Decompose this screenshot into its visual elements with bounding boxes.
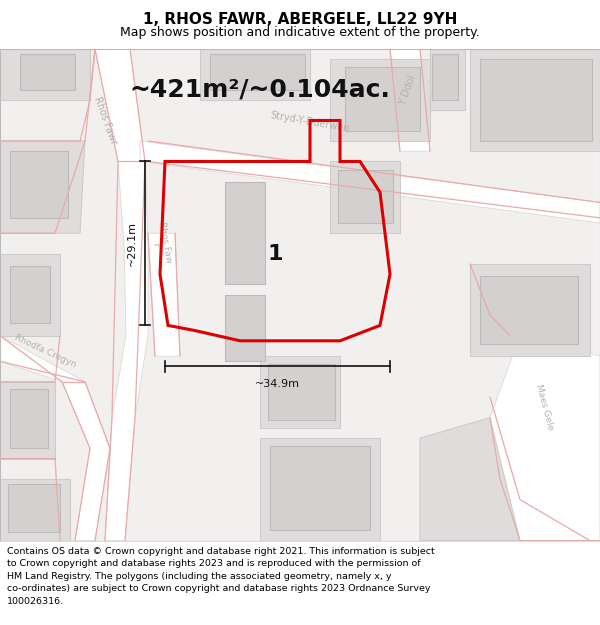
Polygon shape — [420, 418, 520, 541]
Polygon shape — [480, 276, 578, 344]
Text: 1: 1 — [267, 244, 283, 264]
Polygon shape — [0, 336, 110, 541]
Text: ~421m²/~0.104ac.: ~421m²/~0.104ac. — [130, 78, 391, 102]
Polygon shape — [345, 68, 420, 131]
Polygon shape — [330, 161, 400, 233]
Polygon shape — [260, 438, 380, 541]
Polygon shape — [0, 141, 85, 233]
Polygon shape — [140, 141, 600, 223]
Polygon shape — [470, 49, 600, 151]
Polygon shape — [432, 54, 458, 100]
Polygon shape — [20, 54, 75, 90]
Text: Map shows position and indicative extent of the property.: Map shows position and indicative extent… — [120, 26, 480, 39]
Text: Y Ddol: Y Ddol — [398, 73, 418, 106]
Text: Contains OS data © Crown copyright and database right 2021. This information is : Contains OS data © Crown copyright and d… — [7, 546, 435, 606]
Polygon shape — [0, 49, 90, 100]
Polygon shape — [0, 479, 70, 541]
Text: 1, RHOS FAWR, ABERGELE, LL22 9YH: 1, RHOS FAWR, ABERGELE, LL22 9YH — [143, 12, 457, 27]
Polygon shape — [330, 59, 430, 141]
Polygon shape — [95, 49, 148, 541]
Polygon shape — [338, 169, 393, 223]
Polygon shape — [8, 484, 60, 532]
Polygon shape — [430, 49, 465, 110]
Polygon shape — [10, 389, 48, 448]
Polygon shape — [225, 182, 265, 284]
Polygon shape — [268, 364, 335, 420]
Polygon shape — [470, 264, 590, 356]
Polygon shape — [200, 49, 310, 100]
Text: ~34.9m: ~34.9m — [255, 379, 300, 389]
Polygon shape — [490, 336, 600, 541]
Text: Rhos Faw
r: Rhos Faw r — [147, 221, 173, 266]
Text: Maes Gele: Maes Gele — [535, 383, 556, 431]
Polygon shape — [210, 54, 305, 90]
Polygon shape — [480, 59, 592, 141]
Polygon shape — [10, 151, 68, 218]
Polygon shape — [0, 382, 55, 459]
Polygon shape — [225, 294, 265, 361]
Text: Rhos Fawr: Rhos Fawr — [92, 95, 118, 146]
Polygon shape — [0, 254, 60, 336]
Polygon shape — [0, 49, 600, 541]
Polygon shape — [270, 446, 370, 531]
Polygon shape — [260, 356, 340, 428]
Text: Stryd-Y-Dderwen: Stryd-Y-Dderwen — [269, 111, 350, 134]
Text: Rhodfa Cregyn: Rhodfa Cregyn — [13, 332, 77, 369]
Polygon shape — [390, 49, 430, 151]
Polygon shape — [10, 266, 50, 323]
Polygon shape — [148, 233, 180, 356]
Text: ~29.1m: ~29.1m — [127, 221, 137, 266]
